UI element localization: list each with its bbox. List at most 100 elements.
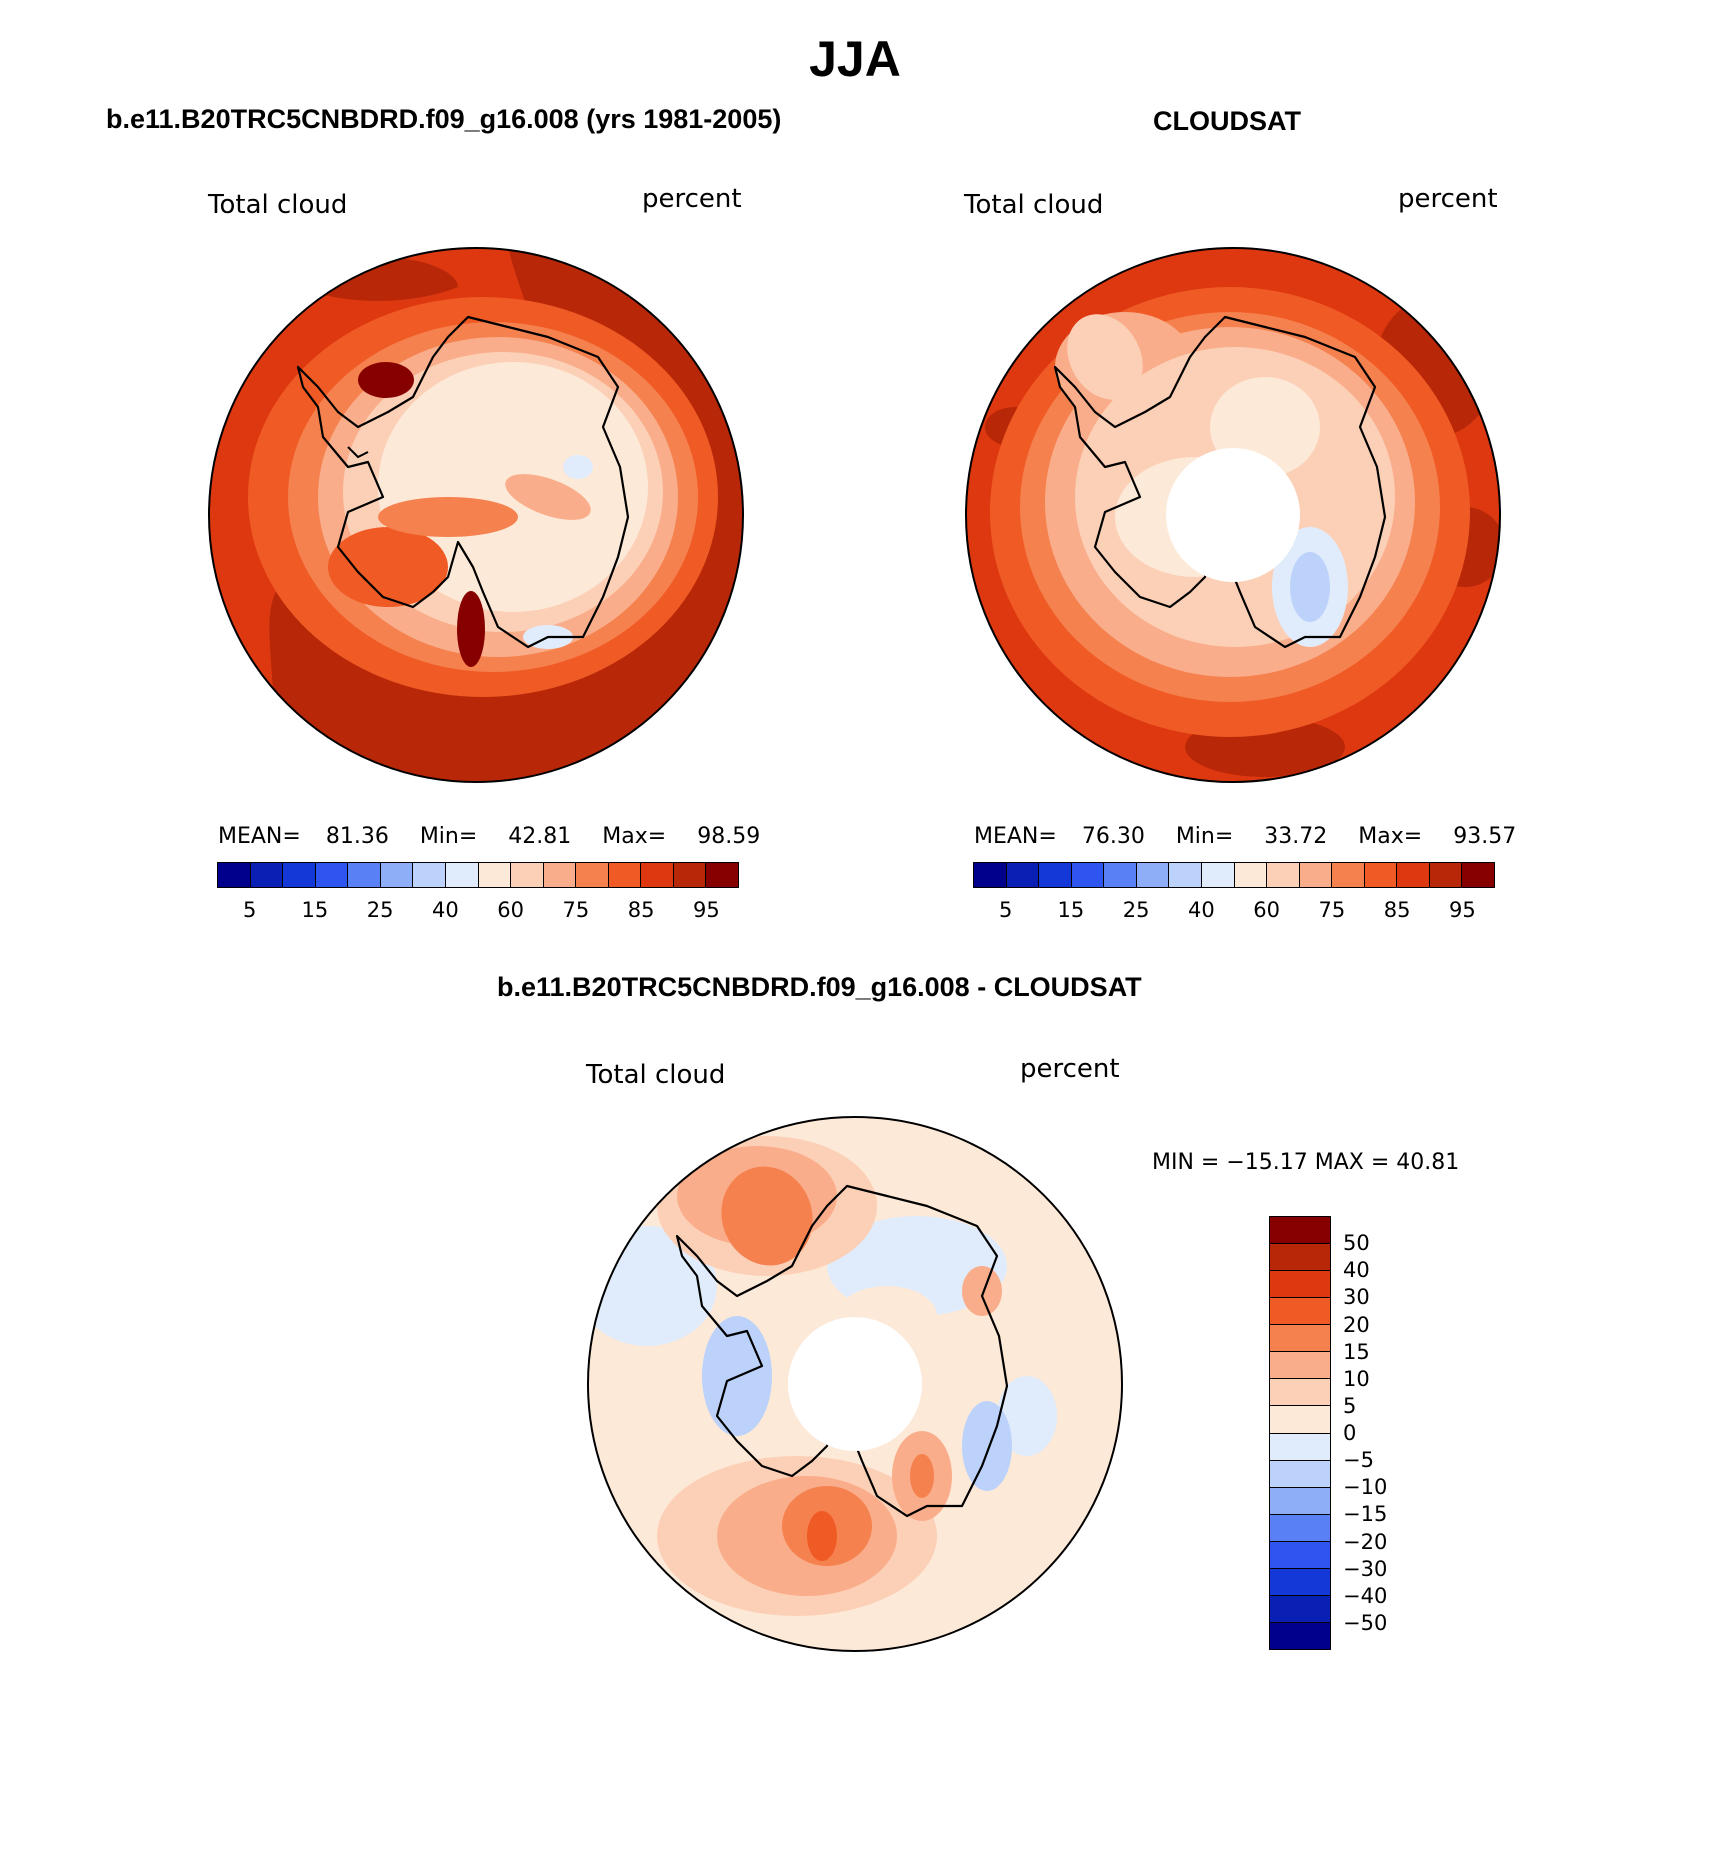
- colorbar-cell: [1006, 863, 1040, 887]
- colorbar-tick-label: −30: [1343, 1556, 1388, 1581]
- colorbar-cell: [1332, 863, 1365, 887]
- colorbar-tick-label: 25: [366, 898, 394, 922]
- colorbar-tick-label: 40: [432, 898, 459, 922]
- colorbar-tick-label: 15: [1343, 1339, 1370, 1364]
- colorbar-cell: [1169, 863, 1202, 887]
- panel-1-max-value: 98.59: [697, 824, 761, 849]
- colorbar-tick-label: 10: [1343, 1366, 1370, 1391]
- panel-3-variable-label: Total cloud: [586, 1060, 726, 1090]
- colorbar-tick-label: 15: [1057, 898, 1085, 922]
- colorbar-tick-label: 95: [1449, 898, 1476, 922]
- panel-1-stats: MEAN= 81.36 Min= 42.81 Max= 98.59: [218, 824, 760, 849]
- colorbar-cell: [1270, 1433, 1330, 1461]
- panel-2-mean-value: 76.30: [1081, 824, 1145, 849]
- colorbar-cell: [673, 863, 707, 887]
- colorbar-cell: [380, 863, 414, 887]
- colorbar-tick-label: −15: [1343, 1502, 1388, 1527]
- colorbar-cell: [1270, 1379, 1330, 1407]
- colorbar-cell: [1039, 863, 1072, 887]
- colorbar-tick-label: 85: [627, 898, 655, 922]
- colorbar-cell: [1270, 1406, 1330, 1434]
- colorbar-tick-label: 60: [1253, 898, 1280, 922]
- colorbar-tick-label: 5: [1343, 1393, 1357, 1418]
- panel-1-variable-label: Total cloud: [208, 190, 348, 220]
- colorbar-cell: [1270, 1217, 1330, 1245]
- panel-2-units-label: percent: [1398, 184, 1498, 214]
- panel-2-polar-map: [965, 247, 1501, 783]
- colorbar-cell: [1234, 863, 1268, 887]
- colorbar-cell: [1462, 863, 1494, 887]
- colorbar-cell: [1267, 863, 1300, 887]
- colorbar-cell: [478, 863, 512, 887]
- panel-2-min-value: 33.72: [1264, 824, 1328, 849]
- colorbar-cell: [1364, 863, 1398, 887]
- colorbar-cell: [1397, 863, 1430, 887]
- colorbar-tick-label: −5: [1343, 1448, 1374, 1473]
- colorbar-cell: [1201, 863, 1235, 887]
- colorbar-cell: [1270, 1244, 1330, 1272]
- colorbar-tick-label: −20: [1343, 1529, 1388, 1554]
- colorbar-tick-label: 30: [1343, 1285, 1370, 1310]
- colorbar-tick-label: −50: [1343, 1610, 1388, 1635]
- panel-1-max-label: Max=: [602, 824, 667, 849]
- colorbar-tick-label: −40: [1343, 1583, 1388, 1608]
- colorbar-tick-label: −10: [1343, 1475, 1388, 1500]
- colorbar-tick-label: 85: [1383, 898, 1411, 922]
- colorbar-cell: [543, 863, 577, 887]
- colorbar-cell: [1071, 863, 1105, 887]
- colorbar-cell: [1270, 1568, 1330, 1596]
- colorbar-cell: [445, 863, 479, 887]
- colorbar-cell: [608, 863, 642, 887]
- colorbar-tick-label: 15: [301, 898, 329, 922]
- colorbar-cell: [1270, 1325, 1330, 1353]
- colorbar-tick-label: 40: [1343, 1258, 1370, 1283]
- colorbar-cell: [1270, 1541, 1330, 1569]
- colorbar-cell: [1270, 1622, 1330, 1649]
- panel-3-colorbar: [1269, 1216, 1331, 1650]
- colorbar-cell: [1270, 1487, 1330, 1515]
- colorbar-cell: [641, 863, 674, 887]
- panel-2-max-value: 93.57: [1453, 824, 1517, 849]
- colorbar-cell: [250, 863, 284, 887]
- colorbar-cell: [1270, 1460, 1330, 1488]
- panel-3-minmax: MIN = −15.17 MAX = 40.81: [1152, 1150, 1460, 1175]
- panel-2-variable-label: Total cloud: [964, 190, 1104, 220]
- panel-1-mean-value: 81.36: [325, 824, 389, 849]
- colorbar-cell: [413, 863, 446, 887]
- panel-2-stats: MEAN= 76.30 Min= 33.72 Max= 93.57: [974, 824, 1516, 849]
- panel-1-min-value: 42.81: [508, 824, 572, 849]
- colorbar-cell: [1429, 863, 1463, 887]
- colorbar-cell: [1299, 863, 1333, 887]
- colorbar-tick-label: 20: [1343, 1312, 1370, 1337]
- colorbar-cell: [1136, 863, 1170, 887]
- panel-2-title: CLOUDSAT: [1153, 106, 1301, 136]
- colorbar-cell: [218, 863, 251, 887]
- panel-2-min-label: Min=: [1175, 824, 1234, 849]
- colorbar-cell: [576, 863, 609, 887]
- figure-title: JJA: [809, 31, 901, 87]
- panel-2-colorbar: [973, 862, 1495, 888]
- panel-3-polar-map: [587, 1116, 1123, 1652]
- panel-1-title: b.e11.B20TRC5CNBDRD.f09_g16.008 (yrs 198…: [106, 104, 782, 134]
- panel-3-title: b.e11.B20TRC5CNBDRD.f09_g16.008 - CLOUDS…: [497, 972, 1142, 1002]
- colorbar-tick-label: 95: [693, 898, 720, 922]
- colorbar-tick-label: 5: [998, 898, 1013, 922]
- colorbar-cell: [1270, 1298, 1330, 1326]
- colorbar-cell: [1104, 863, 1137, 887]
- colorbar-tick-label: 40: [1188, 898, 1215, 922]
- colorbar-cell: [1270, 1352, 1330, 1380]
- panel-1-colorbar: [217, 862, 739, 888]
- panel-1-min-label: Min=: [419, 824, 478, 849]
- colorbar-cell: [974, 863, 1007, 887]
- panel-1-units-label: percent: [642, 184, 742, 214]
- panel-1-polar-map: [208, 247, 744, 783]
- colorbar-cell: [1270, 1514, 1330, 1542]
- colorbar-tick-label: 60: [497, 898, 524, 922]
- panel-1-mean-label: MEAN=: [218, 824, 301, 849]
- colorbar-cell: [1270, 1271, 1330, 1299]
- colorbar-tick-label: 75: [562, 898, 590, 922]
- colorbar-cell: [348, 863, 381, 887]
- colorbar-tick-label: 25: [1122, 898, 1150, 922]
- colorbar-tick-label: 5: [242, 898, 257, 922]
- colorbar-tick-label: 75: [1318, 898, 1346, 922]
